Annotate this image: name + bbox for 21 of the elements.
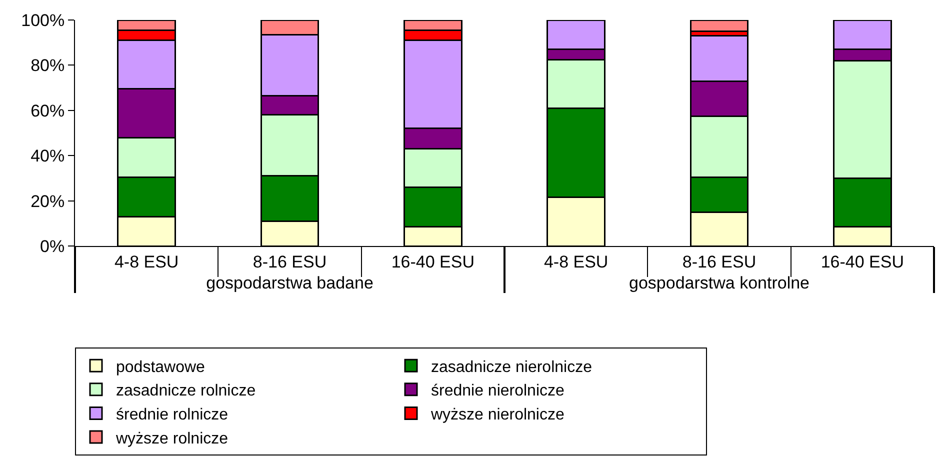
x-tick-label: 8-16 ESU [682,252,756,272]
legend-label: średnie rolnicze [116,406,228,424]
x-tick-label: 4-8 ESU [114,252,179,272]
legend-label: podstawowe [116,358,206,376]
text: gospodarstwa kontrolne [628,273,810,292]
legend-label: wyższe rolnicze [115,430,228,448]
x-tick-label: 16-40 ESU [820,252,904,272]
text: gospodarstwa badane [206,273,374,292]
y-tick-label: 20% [30,192,65,211]
legend-label: zasadnicze rolnicze [116,382,256,400]
x-tick-label: 16-40 ESU [391,252,475,272]
legend-label: zasadnicze nierolnicze [431,358,592,376]
y-tick-label: 60% [30,101,65,120]
legend-label: średnie nierolnicze [431,382,565,400]
y-tick-label: 100% [21,10,65,30]
legend-label: wyższe nierolnicze [430,406,564,424]
x-tick-label: 4-8 ESU [544,252,608,272]
y-tick-label: 0% [40,236,65,256]
x-tick-label: 8-16 ESU [252,252,327,272]
y-tick-label: 80% [30,56,65,76]
y-tick-label: 40% [30,146,65,166]
